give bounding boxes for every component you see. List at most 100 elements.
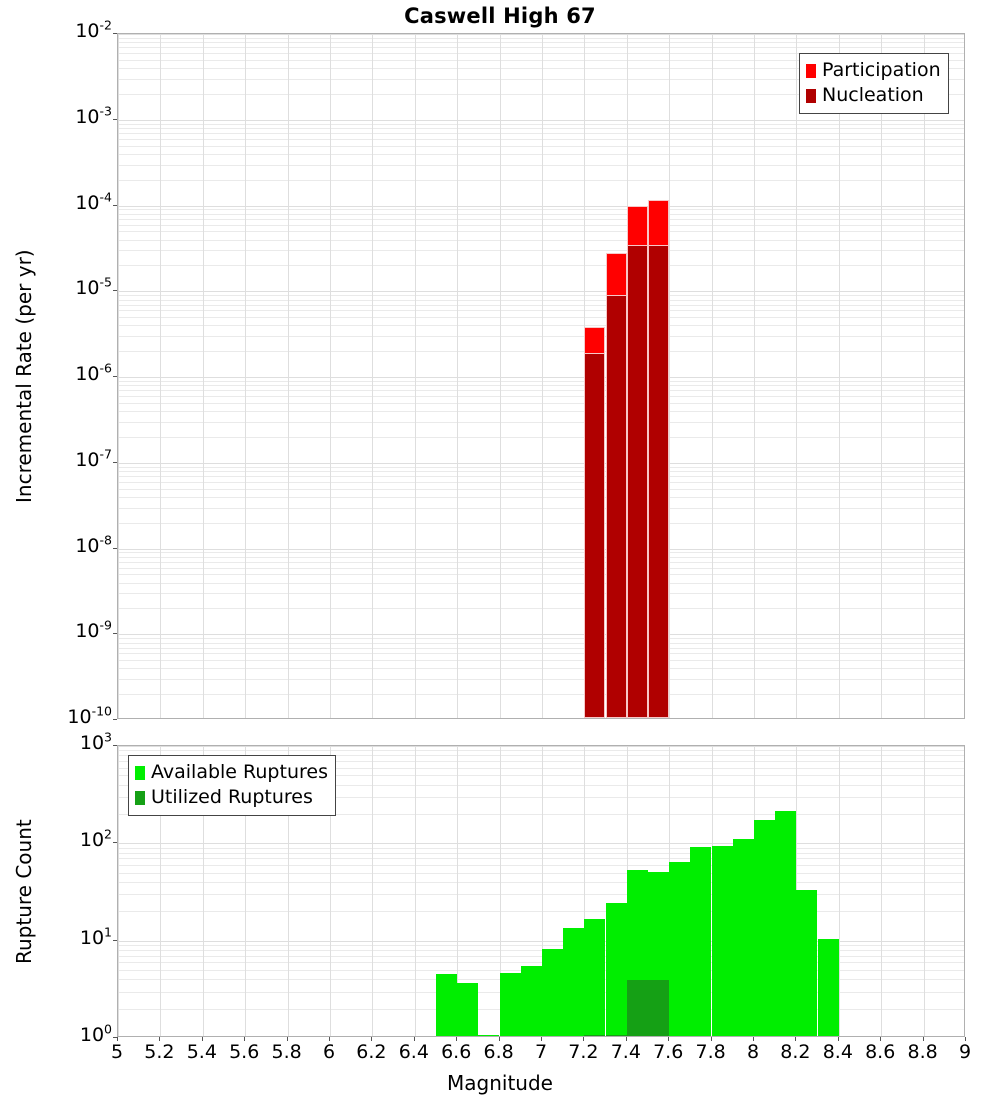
minor-gridline: [118, 325, 964, 326]
rupture-count-plot: [117, 745, 965, 1037]
y-tick-mark: [113, 940, 117, 941]
minor-gridline: [118, 60, 964, 61]
top-y-tick-label: 10-5: [75, 274, 112, 300]
minor-gridline: [118, 668, 964, 669]
vertical-gridline: [796, 34, 797, 718]
available-ruptures-bar: [754, 820, 775, 1036]
minor-gridline: [118, 853, 964, 854]
minor-gridline: [118, 471, 964, 472]
minor-gridline: [118, 638, 964, 639]
vertical-gridline: [754, 34, 755, 718]
vertical-gridline: [457, 746, 458, 1036]
minor-gridline: [118, 250, 964, 251]
nucleation-bar: [584, 353, 605, 718]
minor-gridline: [118, 865, 964, 866]
minor-gridline: [118, 295, 964, 296]
legend-swatch-icon: [135, 765, 145, 780]
available-ruptures-bar: [542, 949, 563, 1036]
bottom-y-tick-label: 102: [79, 827, 112, 852]
minor-gridline: [118, 593, 964, 594]
minor-gridline: [118, 814, 964, 815]
y-tick-mark: [113, 205, 117, 206]
minor-gridline: [118, 180, 964, 181]
top-legend-item: Participation: [806, 58, 941, 83]
legend-swatch-icon: [135, 790, 145, 805]
minor-gridline: [118, 574, 964, 575]
x-tick-mark: [795, 1037, 796, 1041]
minor-gridline: [118, 38, 964, 39]
minor-gridline: [118, 139, 964, 140]
x-tick-mark: [414, 1037, 415, 1041]
minor-gridline: [118, 231, 964, 232]
top-y-tick-label: 10-3: [75, 103, 112, 128]
top-legend-item: Nucleation: [806, 83, 941, 108]
minor-gridline: [118, 396, 964, 397]
x-tick-label: 7.4: [610, 1041, 641, 1063]
available-ruptures-bar: [796, 890, 817, 1036]
minor-gridline: [118, 761, 964, 762]
minor-gridline: [118, 950, 964, 951]
minor-gridline: [118, 648, 964, 649]
y-tick-mark: [113, 462, 117, 463]
major-gridline: [118, 463, 964, 464]
x-tick-mark: [499, 1037, 500, 1041]
minor-gridline: [118, 317, 964, 318]
major-gridline: [118, 843, 964, 844]
minor-gridline: [118, 47, 964, 48]
minor-gridline: [118, 154, 964, 155]
minor-gridline: [118, 310, 964, 311]
y-tick-mark: [113, 745, 117, 746]
vertical-gridline: [288, 746, 289, 1036]
available-ruptures-bar: [733, 839, 754, 1036]
available-ruptures-bar: [712, 846, 733, 1036]
top-y-tick-label: 10-7: [75, 446, 112, 471]
minor-gridline: [118, 68, 964, 69]
major-gridline: [118, 120, 964, 121]
major-gridline: [118, 377, 964, 378]
minor-gridline: [118, 643, 964, 644]
minor-gridline: [118, 858, 964, 859]
minor-gridline: [118, 660, 964, 661]
minor-gridline: [118, 775, 964, 776]
minor-gridline: [118, 146, 964, 147]
bottom-legend: Available Ruptures Utilized Ruptures: [128, 755, 336, 816]
x-tick-label: 7.2: [568, 1041, 599, 1063]
minor-gridline: [118, 482, 964, 483]
minor-gridline: [118, 467, 964, 468]
vertical-gridline: [330, 746, 331, 1036]
vertical-gridline: [457, 34, 458, 718]
minor-gridline: [118, 381, 964, 382]
major-gridline: [118, 34, 964, 35]
legend-swatch-icon: [806, 63, 816, 78]
x-tick-label: 8.8: [907, 1041, 938, 1063]
utilized-ruptures-bar: [584, 1035, 605, 1036]
vertical-gridline: [372, 746, 373, 1036]
minor-gridline: [118, 694, 964, 695]
x-tick-mark: [244, 1037, 245, 1041]
minor-gridline: [118, 497, 964, 498]
x-tick-label: 7: [534, 1041, 548, 1063]
bottom-legend-label: Utilized Ruptures: [151, 786, 313, 808]
x-tick-label: 5.2: [144, 1041, 175, 1063]
vertical-gridline: [415, 746, 416, 1036]
minor-gridline: [118, 300, 964, 301]
minor-gridline: [118, 128, 964, 129]
minor-gridline: [118, 768, 964, 769]
y-tick-mark: [113, 842, 117, 843]
minor-gridline: [118, 552, 964, 553]
x-tick-label: 6.2: [356, 1041, 387, 1063]
x-tick-label: 6: [322, 1041, 336, 1063]
minor-gridline: [118, 679, 964, 680]
minor-gridline: [118, 265, 964, 266]
major-gridline: [118, 206, 964, 207]
available-ruptures-bar: [436, 974, 457, 1036]
x-tick-mark: [583, 1037, 584, 1041]
vertical-gridline: [330, 34, 331, 718]
vertical-gridline: [924, 34, 925, 718]
vertical-gridline: [288, 34, 289, 718]
nucleation-bar: [648, 245, 669, 718]
available-ruptures-bar: [584, 919, 605, 1036]
x-tick-mark: [711, 1037, 712, 1041]
minor-gridline: [118, 583, 964, 584]
x-tick-mark: [287, 1037, 288, 1041]
